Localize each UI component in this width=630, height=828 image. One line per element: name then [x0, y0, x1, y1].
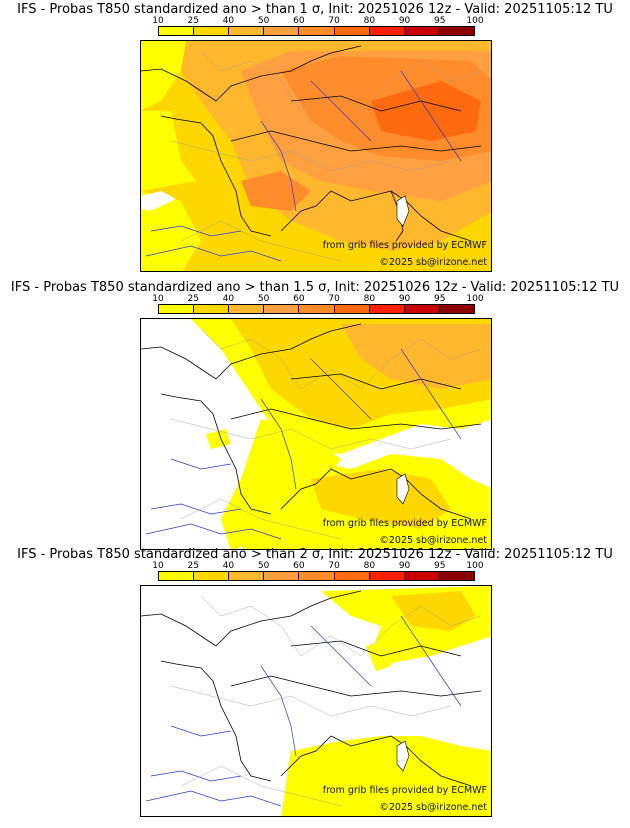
colorbar — [158, 304, 475, 314]
colorbar-tick-label: 10 — [152, 16, 164, 26]
colorbar-tick-label: 70 — [328, 294, 340, 304]
colorbar-tick-label: 80 — [363, 16, 376, 26]
credit-source: from grib files provided by ECMWF — [322, 518, 487, 529]
colorbar-labels: 10 25 40 50 60 70 80 90 95 100 — [152, 16, 483, 26]
colorbar — [158, 571, 475, 581]
colorbar-labels: 10 25 40 50 60 70 80 90 95 100 — [152, 561, 483, 571]
colorbar-swatch — [299, 27, 335, 35]
colorbar-tick-label: 95 — [434, 561, 446, 571]
colorbar-swatch — [194, 572, 230, 580]
panel-title: IFS - Probas T850 standardized ano > tha… — [10, 280, 620, 295]
colorbar-tick-label: 70 — [328, 16, 340, 26]
panel-title: IFS - Probas T850 standardized ano > tha… — [17, 2, 613, 17]
panel-1sigma: IFS - Probas T850 standardized ano > tha… — [0, 2, 630, 272]
colorbar-swatch — [369, 27, 405, 35]
colorbar-swatch — [299, 305, 335, 313]
colorbar-tick-label: 90 — [398, 16, 411, 26]
credit-copyright: ©2025 sb@irizone.net — [379, 257, 487, 268]
colorbar-tick-label: 90 — [398, 561, 411, 571]
colorbar-tick-label: 60 — [293, 16, 305, 26]
map-graphic — [141, 41, 491, 271]
colorbar-tick-label: 25 — [187, 561, 199, 571]
colorbar-tick-label: 25 — [187, 294, 199, 304]
colorbar-tick-label: 10 — [152, 294, 164, 304]
colorbar-swatch — [334, 305, 370, 313]
colorbar-tick-label: 40 — [222, 561, 235, 571]
colorbar-swatch — [229, 27, 265, 35]
probability-map: from grib files provided by ECMWF ©2025 … — [140, 40, 492, 272]
colorbar-tick-label: 50 — [257, 561, 270, 571]
colorbar-tick-label: 50 — [257, 16, 270, 26]
colorbar-swatch — [299, 572, 335, 580]
colorbar-tick-label: 25 — [187, 16, 199, 26]
colorbar-tick-label: 40 — [222, 294, 235, 304]
colorbar-tick-label: 95 — [434, 16, 446, 26]
panel-title: IFS - Probas T850 standardized ano > tha… — [17, 547, 613, 562]
colorbar-tick-label: 40 — [222, 16, 235, 26]
colorbar-tick-label: 50 — [257, 294, 270, 304]
colorbar-swatch — [229, 572, 265, 580]
map-graphic — [141, 586, 491, 816]
colorbar-swatch — [439, 27, 474, 35]
colorbar-swatch — [264, 305, 300, 313]
credit-copyright: ©2025 sb@irizone.net — [379, 535, 487, 546]
colorbar-swatch — [404, 305, 440, 313]
colorbar-tick-label: 100 — [466, 294, 484, 304]
colorbar-swatch — [334, 572, 370, 580]
probability-map: from grib files provided by ECMWF ©2025 … — [140, 585, 492, 817]
colorbar-swatch — [369, 305, 405, 313]
colorbar-tick-label: 60 — [293, 561, 305, 571]
colorbar-swatch — [194, 305, 230, 313]
colorbar-swatch — [404, 572, 440, 580]
panel-1-5sigma: IFS - Probas T850 standardized ano > tha… — [0, 280, 630, 550]
panel-2sigma: IFS - Probas T850 standardized ano > tha… — [0, 547, 630, 817]
colorbar-swatch — [439, 572, 474, 580]
colorbar-tick-label: 100 — [466, 561, 484, 571]
colorbar — [158, 26, 475, 36]
colorbar-swatch — [159, 572, 195, 580]
colorbar-swatch — [159, 305, 195, 313]
colorbar-tick-label: 100 — [466, 16, 484, 26]
colorbar-swatch — [404, 27, 440, 35]
colorbar-swatch — [264, 27, 300, 35]
probability-map: from grib files provided by ECMWF ©2025 … — [140, 318, 492, 550]
credit-source: from grib files provided by ECMWF — [322, 240, 487, 251]
colorbar-labels: 10 25 40 50 60 70 80 90 95 100 — [152, 294, 483, 304]
colorbar-swatch — [229, 305, 265, 313]
colorbar-tick-label: 10 — [152, 561, 164, 571]
credit-copyright: ©2025 sb@irizone.net — [379, 802, 487, 813]
credit-source: from grib files provided by ECMWF — [322, 785, 487, 796]
map-graphic — [141, 319, 491, 549]
colorbar-tick-label: 80 — [363, 561, 376, 571]
colorbar-swatch — [159, 27, 195, 35]
colorbar-swatch — [369, 572, 405, 580]
colorbar-tick-label: 60 — [293, 294, 305, 304]
colorbar-swatch — [439, 305, 474, 313]
colorbar-tick-label: 95 — [434, 294, 446, 304]
colorbar-tick-label: 80 — [363, 294, 376, 304]
colorbar-swatch — [194, 27, 230, 35]
colorbar-swatch — [264, 572, 300, 580]
colorbar-tick-label: 90 — [398, 294, 411, 304]
colorbar-swatch — [334, 27, 370, 35]
colorbar-tick-label: 70 — [328, 561, 340, 571]
